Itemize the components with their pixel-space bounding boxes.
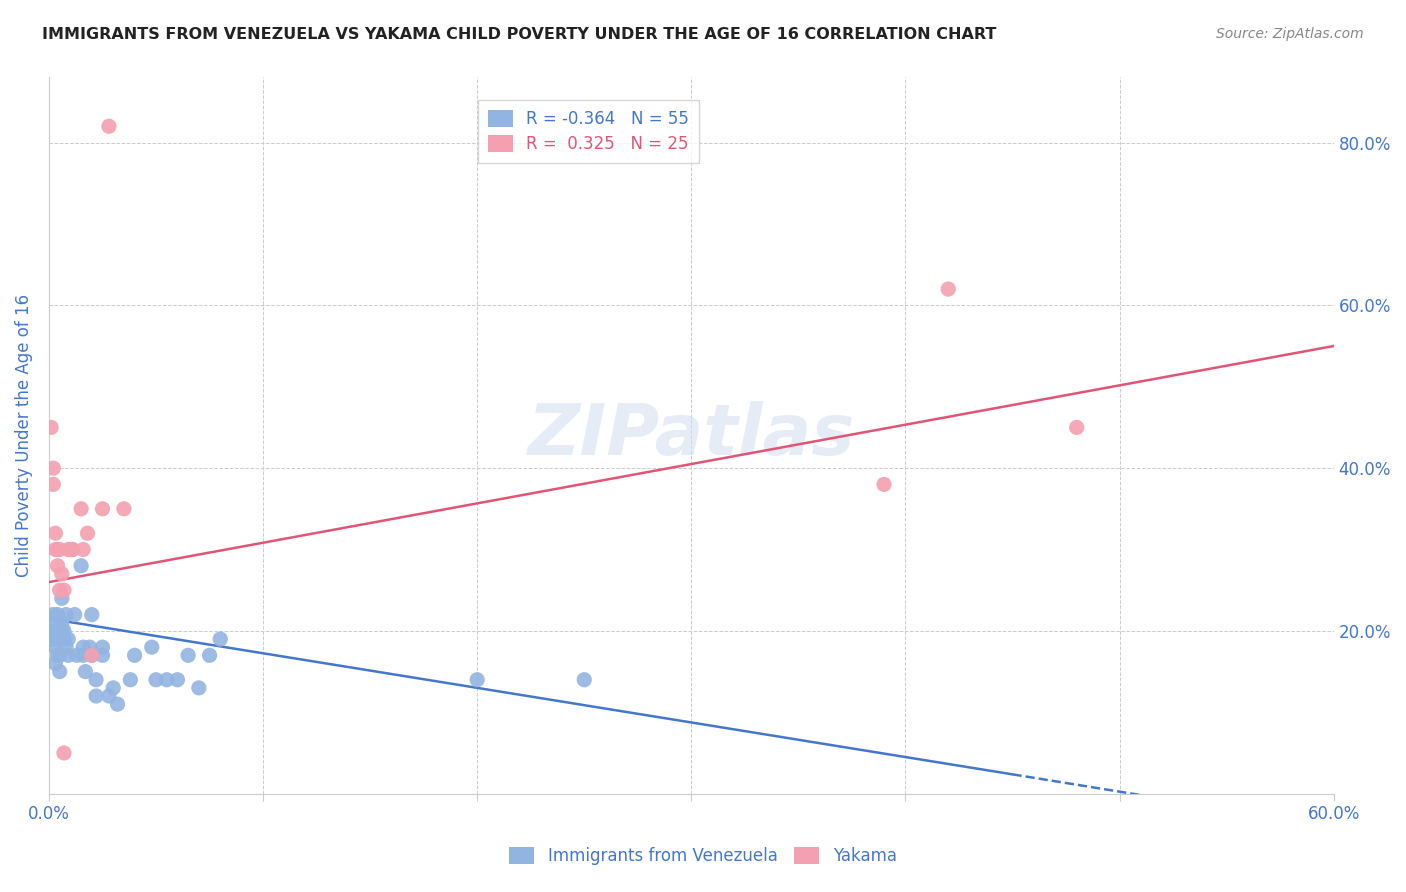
Point [873,477,896,491]
Point [46,624,69,638]
Point [84,673,107,687]
Point [80,648,103,663]
Point [465,673,488,687]
Point [52,624,75,638]
Point [574,673,596,687]
Y-axis label: Child Poverty Under the Age of 16: Child Poverty Under the Age of 16 [15,294,32,577]
Point [156,673,179,687]
Point [46,607,69,622]
Point [48,665,70,679]
Point [59,542,82,557]
Point [936,282,959,296]
Point [58,648,80,663]
Point [39,632,62,646]
Point [75,665,97,679]
Point [124,648,146,663]
Point [80,648,103,663]
Point [58,542,80,557]
Point [48,624,70,638]
Point [52,583,75,598]
Point [46,542,69,557]
Point [187,681,209,695]
Point [103,681,125,695]
Text: IMMIGRANTS FROM VENEZUELA VS YAKAMA CHILD POVERTY UNDER THE AGE OF 16 CORRELATIO: IMMIGRANTS FROM VENEZUELA VS YAKAMA CHIL… [42,27,997,42]
Point [44,640,66,655]
Point [166,673,188,687]
Point [48,583,70,598]
Point [51,591,73,606]
Point [91,648,114,663]
Point [46,632,69,646]
Point [42,624,65,638]
Point [51,615,73,630]
Point [66,648,89,663]
Legend: R = -0.364   N = 55, R =  0.325   N = 25: R = -0.364 N = 55, R = 0.325 N = 25 [478,100,699,163]
Point [76,526,98,541]
Point [63,607,86,622]
Point [80,607,103,622]
Point [97,689,120,703]
Point [59,542,82,557]
Point [51,566,73,581]
Point [48,542,70,557]
Point [51,624,73,638]
Point [72,542,94,557]
Point [44,624,66,638]
Point [84,689,107,703]
Point [141,640,163,655]
Point [44,542,66,557]
Point [46,648,69,663]
Point [209,632,232,646]
Point [42,607,65,622]
Point [70,558,93,573]
Point [58,632,80,646]
Point [42,477,65,491]
Point [39,420,62,434]
Point [72,640,94,655]
Text: Source: ZipAtlas.com: Source: ZipAtlas.com [1216,27,1364,41]
Point [46,558,69,573]
Point [198,648,221,663]
Point [48,632,70,646]
Point [120,673,142,687]
Point [91,501,114,516]
Point [177,648,200,663]
Point [44,526,66,541]
Point [52,746,75,760]
Point [70,501,93,516]
Point [62,542,84,557]
Point [42,615,65,630]
Point [72,648,94,663]
Point [44,632,66,646]
Legend: Immigrants from Venezuela, Yakama: Immigrants from Venezuela, Yakama [499,837,907,875]
Point [55,607,77,622]
Point [44,657,66,671]
Text: ZIPatlas: ZIPatlas [527,401,855,470]
Point [91,640,114,655]
Point [97,120,120,134]
Point [55,640,77,655]
Point [1066,420,1088,434]
Point [52,632,75,646]
Point [79,640,101,655]
Point [107,697,129,711]
Point [112,501,135,516]
Point [62,542,84,557]
Point [145,673,167,687]
Point [48,648,70,663]
Point [42,461,65,475]
